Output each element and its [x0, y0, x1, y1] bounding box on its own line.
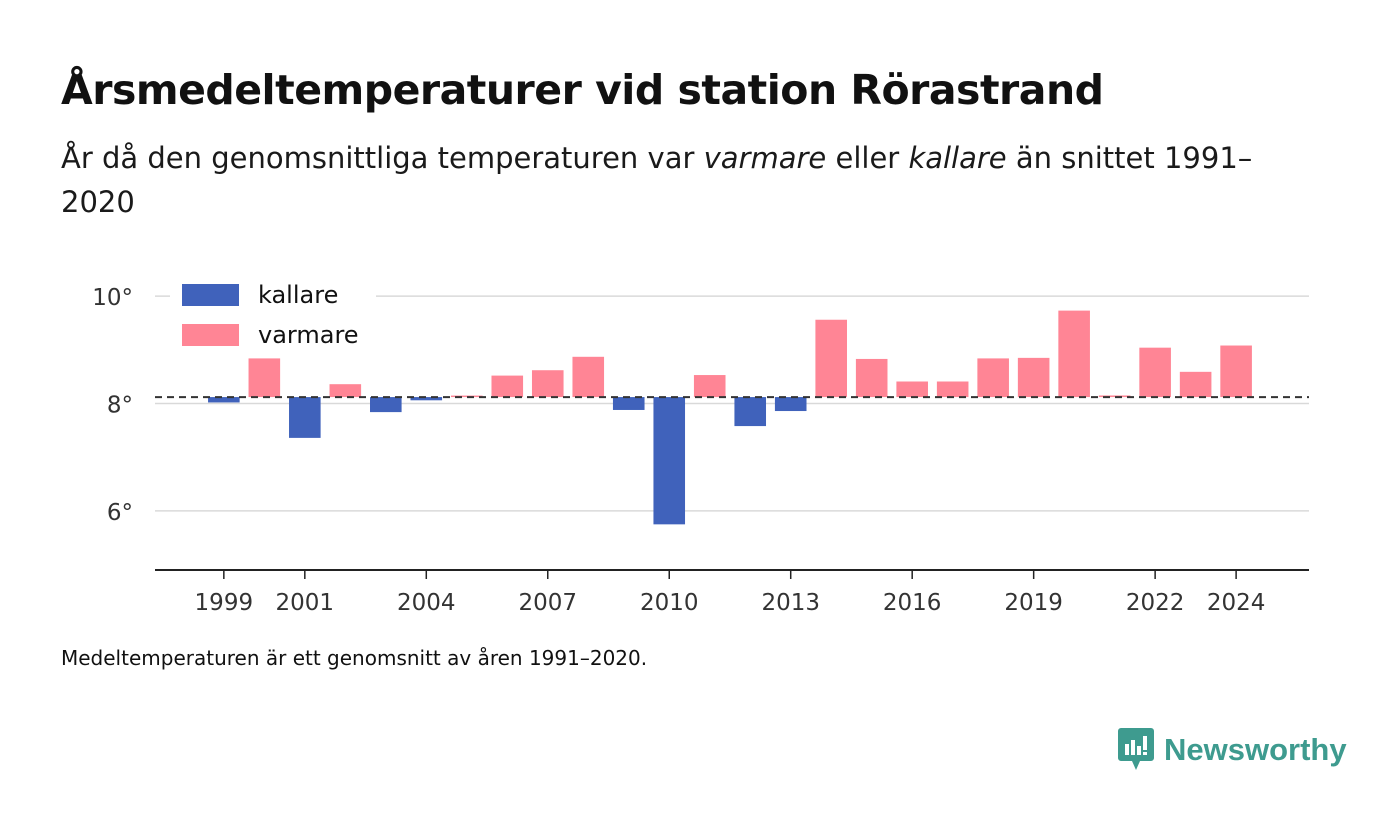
legend-label: varmare	[258, 321, 359, 349]
bar-warm	[693, 375, 726, 398]
subtitle-text-3: än snittet 1991–2020	[61, 141, 1253, 219]
bar-warm	[815, 319, 847, 398]
x-tick-label: 2019	[1004, 590, 1063, 616]
bar-cold	[289, 397, 321, 438]
legend: kallare varmare	[170, 270, 376, 356]
x-tick-label: 2013	[761, 590, 820, 616]
bar-warm	[936, 381, 969, 398]
bar-warm	[572, 356, 605, 398]
bar-warm	[1058, 310, 1090, 398]
footnote: Medeltemperaturen är ett genomsnitt av å…	[61, 646, 648, 670]
x-tick-label: 2022	[1126, 590, 1185, 616]
bar-cold	[208, 397, 240, 403]
chart-subtitle: År då den genomsnittliga temperaturen va…	[61, 136, 1261, 224]
chart-title: Årsmedeltemperaturer vid station Rörastr…	[61, 66, 1104, 114]
bar-warm	[896, 381, 928, 398]
x-tick-label: 2004	[397, 590, 456, 616]
x-tick-label: 2001	[276, 590, 335, 616]
x-tick-label: 2016	[883, 590, 942, 616]
bar-warm	[491, 375, 524, 398]
bar-cold	[734, 397, 767, 427]
bar-warm	[531, 370, 564, 398]
x-tick-label: 2024	[1207, 590, 1266, 616]
bar-warm	[1098, 395, 1131, 398]
bar-cold	[410, 397, 443, 401]
bar-cold	[612, 397, 645, 410]
bar-warm	[1220, 345, 1252, 398]
x-tick-label: 1999	[195, 590, 254, 616]
y-tick-label: 6°	[107, 500, 133, 526]
y-tick-label: 10°	[92, 285, 133, 311]
y-axis: 6° 8° 10°	[92, 285, 133, 526]
bar-warm	[450, 395, 483, 398]
bar-warm	[329, 384, 362, 398]
x-tick-label: 2007	[518, 590, 577, 616]
bar-cold	[774, 397, 807, 412]
bar-cold	[653, 397, 686, 525]
bar-warm	[1179, 371, 1212, 398]
newsworthy-logo-icon	[1118, 728, 1154, 770]
bar-warm	[1017, 357, 1050, 398]
brand-name: Newsworthy	[1164, 732, 1347, 767]
bar-cold	[370, 397, 402, 413]
bar-warm	[1139, 347, 1171, 398]
subtitle-cold-word: kallare	[908, 141, 1007, 175]
legend-swatch	[182, 284, 239, 306]
bar-warm	[855, 358, 888, 398]
legend-swatch	[182, 324, 239, 346]
x-axis: 1999 2001 2004 2007 2010 2013 2016 2019 2022 2024	[155, 569, 1309, 616]
bar-warm	[977, 358, 1009, 398]
brand-logo[interactable]: Newsworthy	[1118, 728, 1347, 772]
x-tick-label: 2010	[640, 590, 699, 616]
subtitle-warm-word: varmare	[703, 141, 827, 175]
bars	[208, 310, 1252, 525]
subtitle-text-2: eller	[826, 141, 909, 175]
y-tick-label: 8°	[107, 393, 133, 419]
subtitle-text-1: År då den genomsnittliga temperaturen va…	[61, 141, 704, 175]
legend-label: kallare	[258, 281, 338, 309]
bar-warm	[248, 358, 281, 398]
